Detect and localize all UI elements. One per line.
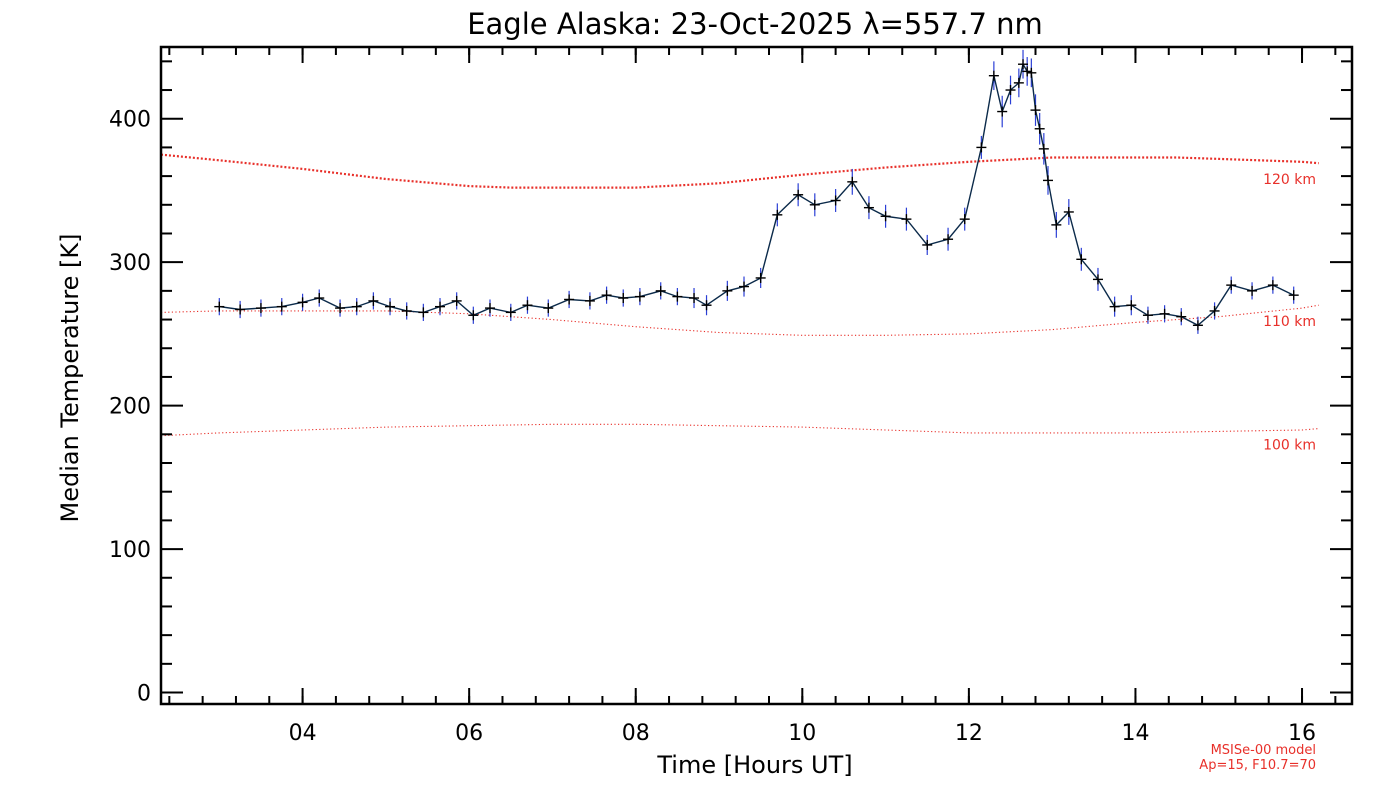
y-tick-label: 400 [109,108,151,133]
data-point [368,295,379,306]
model-curve-label: 110 km [1263,314,1316,330]
data-point [297,297,308,308]
model-curve-120-km [160,153,1319,189]
data-point [1051,219,1062,230]
data-point [1063,206,1074,217]
data-point [351,301,362,312]
model-curve-100-km [160,423,1319,437]
data-point [901,214,912,225]
data-point [772,209,783,220]
data-point [522,300,533,311]
model-curve-label: 120 km [1263,172,1316,188]
data-point [1159,308,1170,319]
data-point [1030,105,1041,116]
measured-line [219,62,1295,327]
data-point [505,307,516,318]
data-point [1043,175,1054,186]
data-point [235,304,246,315]
y-tick-label: 200 [109,395,151,420]
measured-series [214,49,1299,334]
data-point [314,293,325,304]
data-point [689,293,700,304]
data-point [1034,123,1045,134]
data-point [1092,274,1103,285]
data-point [484,303,495,314]
data-point [276,301,287,312]
data-point [385,301,396,312]
data-point [672,291,683,302]
data-point [1013,77,1024,88]
data-point [543,303,554,314]
data-point [418,307,429,318]
x-tick-label: 06 [455,721,483,746]
data-point [1005,85,1016,96]
data-point [435,301,446,312]
data-point [1288,290,1299,301]
x-tick-label: 16 [1288,721,1316,746]
x-axis-label: Time [Hours UT] [656,751,852,779]
data-point [655,285,666,296]
plot-frame [159,45,1354,706]
data-point [618,293,629,304]
x-tick-label: 08 [622,721,650,746]
data-point [943,234,954,245]
data-point [880,211,891,222]
y-tick-label: 300 [109,251,151,276]
data-point [1176,311,1187,322]
data-point [401,305,412,316]
data-point [809,199,820,210]
x-tick-label: 04 [289,721,317,746]
data-point [701,300,712,311]
data-point [584,295,595,306]
data-point [793,189,804,200]
y-tick-label: 0 [137,682,151,707]
model-curve-110-km [160,304,1319,336]
data-point [1076,254,1087,265]
data-point [451,295,462,306]
axes: 04 06 08 10 12 14 16 0 100 200 300 400 [109,47,1352,746]
x-tick-label: 10 [788,721,816,746]
data-point [988,70,999,81]
data-point [255,303,266,314]
model-note-line-2: Ap=15, F10.7=70 [1199,758,1316,773]
data-point [335,303,346,314]
chart-title: Eagle Alaska: 23-Oct-2025 λ=557.7 nm [467,7,1043,41]
data-point [755,272,766,283]
data-point [468,310,479,321]
data-point [847,176,858,187]
x-tick-label: 14 [1121,721,1149,746]
data-point [1126,300,1137,311]
data-point [1109,301,1120,312]
data-point [601,290,612,301]
data-point [922,239,933,250]
data-point [1018,59,1029,70]
data-point [1192,320,1203,331]
data-point [863,202,874,213]
model-curves: 120 km 110 km 100 km [160,153,1319,454]
data-point [1209,305,1220,316]
data-point [997,106,1008,117]
data-point [1026,67,1037,78]
model-curve-label: 100 km [1263,438,1316,454]
data-point [214,301,225,312]
model-note-line-1: MSISe-00 model [1211,743,1316,758]
data-point [739,281,750,292]
data-point [722,285,733,296]
data-point [959,214,970,225]
y-axis-label: Median Temperature [K] [56,233,84,522]
data-point [634,291,645,302]
data-point [1247,285,1258,296]
x-tick-label: 12 [955,721,983,746]
data-point [1267,280,1278,291]
data-point [976,142,987,153]
data-point [1022,66,1033,77]
data-point [1038,143,1049,154]
y-tick-label: 100 [109,538,151,563]
data-point [1226,280,1237,291]
data-point [830,195,841,206]
data-point [1142,310,1153,321]
data-point [564,294,575,305]
